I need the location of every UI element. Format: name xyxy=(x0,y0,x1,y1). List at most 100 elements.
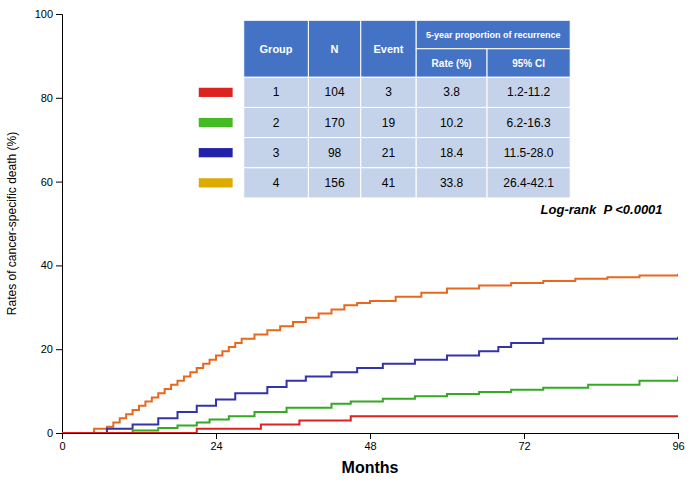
tick-label: 48 xyxy=(364,440,376,452)
tick-mark xyxy=(678,433,679,439)
table-text: Rate (%) xyxy=(432,58,472,69)
tick-label: 20 xyxy=(41,343,53,355)
tick-mark xyxy=(216,433,217,439)
table-cell xyxy=(416,107,487,137)
table-text: N xyxy=(331,43,339,55)
tick-label: 96 xyxy=(672,440,684,452)
table-cell xyxy=(487,168,570,198)
tick: 20 xyxy=(41,343,62,355)
tick-mark xyxy=(56,265,62,266)
table-text: 156 xyxy=(325,176,345,190)
table-cell xyxy=(361,77,416,107)
table-text: 6.2-16.3 xyxy=(507,116,551,130)
legend-swatch xyxy=(199,118,233,127)
table-text: 26.4-42.1 xyxy=(503,176,554,190)
y-axis-title: Rates of cancer-specific death (%) xyxy=(5,132,19,315)
curve xyxy=(62,376,678,433)
tick: 96 xyxy=(672,433,684,452)
tick: 72 xyxy=(518,433,530,452)
table-cell xyxy=(416,168,487,198)
legend-swatch xyxy=(199,88,233,97)
axis-line xyxy=(63,434,679,440)
table-cell xyxy=(487,138,570,168)
table-text: 3 xyxy=(385,85,392,99)
table-text: 98 xyxy=(328,146,342,160)
table-text: Group xyxy=(260,43,293,55)
table-cell xyxy=(361,20,416,77)
tick: 60 xyxy=(41,176,62,188)
table-cell xyxy=(487,49,570,77)
table-cell xyxy=(361,138,416,168)
legend-swatch xyxy=(199,148,233,157)
table-text: 4 xyxy=(273,176,280,190)
tick-label: 100 xyxy=(35,8,53,20)
tick-label: 40 xyxy=(41,259,53,271)
table-cell xyxy=(416,138,487,168)
table-text: 18.4 xyxy=(440,146,464,160)
tick-mark xyxy=(56,14,62,15)
x-axis: 0 24 48 72 96 xyxy=(59,433,684,452)
table-cell xyxy=(308,168,360,198)
tick-mark xyxy=(56,98,62,99)
tick: 48 xyxy=(364,433,376,452)
table-cell xyxy=(308,107,360,137)
chart: 024487296020406080100GroupNEvent5-year p… xyxy=(0,0,700,483)
table-text: 41 xyxy=(382,176,396,190)
table: Group N Event 5-year proportion of recurren… xyxy=(199,20,570,198)
tick-label: 24 xyxy=(210,440,222,452)
tick-mark xyxy=(524,433,525,439)
table-text: 3 xyxy=(273,146,280,160)
curve xyxy=(62,274,678,433)
tick-mark xyxy=(370,433,371,439)
tick-label: 72 xyxy=(518,440,530,452)
table-text: 33.8 xyxy=(440,176,464,190)
table-text: 3.8 xyxy=(443,85,460,99)
table-text: 10.2 xyxy=(440,116,464,130)
table-text: 104 xyxy=(325,85,345,99)
table-cell xyxy=(244,168,309,198)
table-cell xyxy=(244,77,309,107)
table-cell xyxy=(416,77,487,107)
tick-label: 0 xyxy=(47,427,53,439)
plot: 024487296020406080100GroupNEvent5-year p… xyxy=(35,8,685,452)
tick-label: 80 xyxy=(41,92,53,104)
curve xyxy=(62,337,678,433)
curve xyxy=(62,416,678,433)
table-text: 21 xyxy=(382,146,396,160)
tick: 80 xyxy=(41,92,62,104)
tick-mark xyxy=(56,182,62,183)
y-axis: 0 20 40 60 80 100 xyxy=(35,8,63,439)
table-cell xyxy=(416,20,570,48)
table-cell xyxy=(308,20,360,77)
table-cell xyxy=(361,168,416,198)
tick: 100 xyxy=(35,8,62,20)
table-text: 2 xyxy=(273,116,280,130)
annotation: Log-rank P <0.0001 xyxy=(541,202,663,217)
tick-mark xyxy=(56,349,62,350)
table-text: 1.2-11.2 xyxy=(507,85,550,99)
tick: 0 xyxy=(59,433,65,452)
table-cell xyxy=(416,49,487,77)
tick-label: 0 xyxy=(59,440,65,452)
table-text: Event xyxy=(373,43,403,55)
table-cell xyxy=(244,138,309,168)
table-text: 170 xyxy=(325,116,345,130)
table-text: 5-year proportion of recurrence xyxy=(426,30,561,40)
legend-swatch xyxy=(199,178,233,187)
table-text: 11.5-28.0 xyxy=(504,146,554,160)
tick: 24 xyxy=(210,433,222,452)
table-cell xyxy=(244,20,309,77)
table-cell xyxy=(244,107,309,137)
tick-mark xyxy=(56,433,62,434)
curves xyxy=(62,274,678,433)
table-cell xyxy=(487,77,570,107)
table-cell xyxy=(308,138,360,168)
tick: 0 xyxy=(47,427,62,439)
tick: 40 xyxy=(41,259,62,271)
table-text: 1 xyxy=(273,85,280,99)
table-cell xyxy=(487,107,570,137)
table-text: 95% CI xyxy=(512,58,545,69)
table-cell xyxy=(361,107,416,137)
tick-label: 60 xyxy=(41,176,53,188)
table-text: 19 xyxy=(382,116,396,130)
